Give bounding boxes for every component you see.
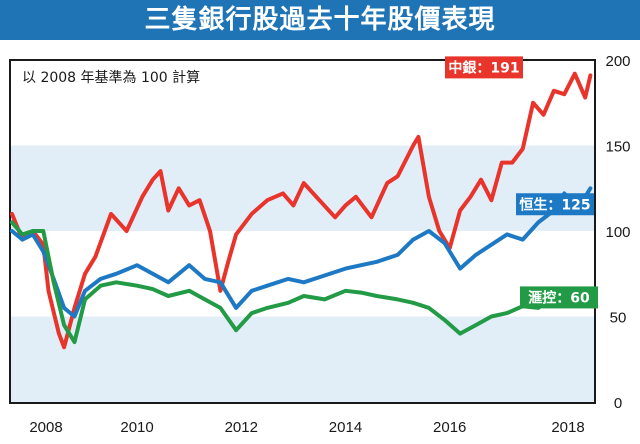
x-tick-label: 2010 [120, 419, 153, 436]
x-tick-label: 2008 [29, 419, 62, 436]
band-2 [11, 231, 594, 317]
chart-title: 三隻銀行股過去十年股價表現 [0, 0, 640, 40]
x-tick-label: 2014 [329, 419, 362, 436]
y-tick-label: 0 [614, 395, 622, 412]
chart-note: 以 2008 年基準為 100 計算 [22, 69, 200, 86]
series-lines [10, 71, 593, 350]
series-line-0 [10, 71, 593, 350]
series-label-text-1: 恒生：125 [519, 196, 590, 213]
x-tick-label: 2012 [225, 419, 258, 436]
series-line-1 [10, 186, 593, 319]
series-label-text-2: 滙控：60 [528, 289, 590, 306]
series-end-labels: 中銀：191 恒生：125 滙控：60 [445, 56, 598, 309]
plot-frame [9, 59, 596, 404]
y-axis-ticks: 200 150 100 50 0 [605, 53, 630, 412]
band-3 [11, 316, 594, 402]
y-tick-label: 100 [605, 224, 630, 241]
x-tick-label: 2018 [551, 419, 584, 436]
chart-area: 以 2008 年基準為 100 計算 200 150 100 50 0 2008 2010… [9, 53, 631, 436]
y-tick-label: 150 [605, 139, 630, 156]
x-tick-label: 2016 [433, 419, 466, 436]
series-label-box-2 [520, 286, 598, 309]
series-line-2 [10, 220, 593, 345]
background-bands [11, 60, 594, 402]
x-axis-ticks: 2008 2010 2012 2014 2016 2018 [29, 419, 584, 436]
y-tick-label: 50 [610, 310, 627, 327]
y-tick-label: 200 [605, 53, 630, 70]
series-label-text-0: 中銀：191 [448, 59, 519, 76]
series-label-box-0 [445, 56, 523, 79]
series-label-box-1 [516, 193, 594, 216]
